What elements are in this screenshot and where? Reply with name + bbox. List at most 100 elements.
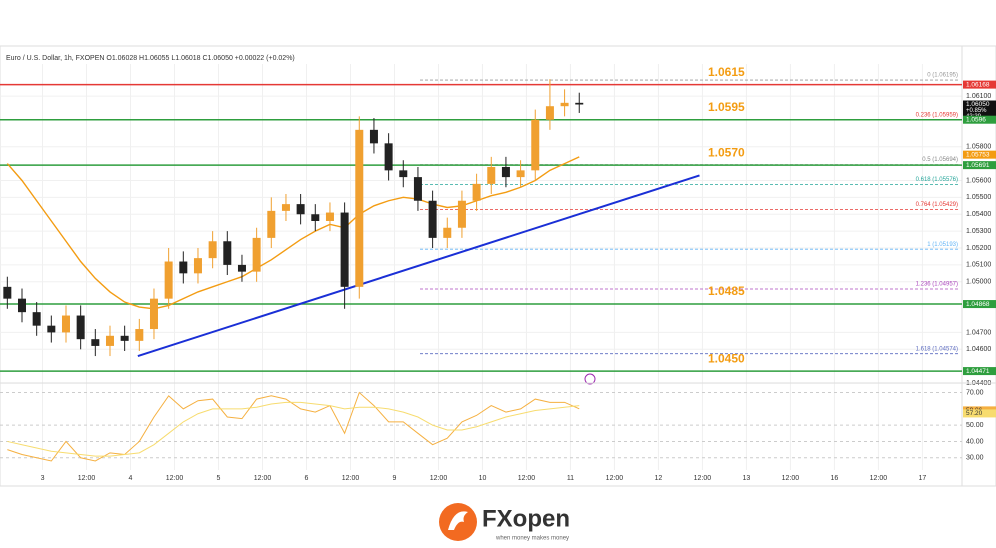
candle-body (252, 237, 261, 272)
candle-body (428, 200, 437, 238)
candle-body (17, 298, 26, 313)
candle-body (149, 298, 158, 330)
y-tick-label: 1.06100 (966, 93, 991, 100)
candle-body (179, 261, 188, 274)
candle-body (61, 315, 70, 333)
x-tick-label: 12:00 (342, 475, 360, 482)
x-tick-label: 16 (831, 475, 839, 482)
candle-body (296, 204, 305, 215)
price-badge-label: 1.06168 (966, 81, 990, 88)
candle-body (208, 241, 217, 259)
x-tick-label: 3 (41, 475, 45, 482)
x-tick-label: 6 (305, 475, 309, 482)
candle-body (281, 204, 290, 211)
price-badge-label: 1.0596 (966, 116, 986, 123)
candle-body (516, 170, 525, 178)
candle-body (76, 315, 85, 340)
candle-body (531, 119, 540, 171)
alert-icon (584, 373, 596, 385)
alert-circle (584, 373, 596, 385)
candle-body (237, 264, 246, 272)
x-tick-label: 12:00 (870, 475, 888, 482)
x-tick-label: 12:00 (78, 475, 96, 482)
price-badge-label: 1.05753 (966, 151, 990, 158)
candle-body (32, 312, 41, 326)
fib-label: 0.618 (1.05576) (916, 177, 958, 183)
price-badge-label: 1.06050 (966, 101, 990, 108)
candle-body (267, 210, 276, 238)
price-badge-label: 1.04868 (966, 301, 990, 308)
candle-body (369, 129, 378, 144)
y-tick-label: 1.05500 (966, 194, 991, 201)
price-badge (963, 115, 996, 124)
candle-body (472, 183, 481, 201)
price-badge (963, 161, 996, 170)
x-tick-label: 12:00 (166, 475, 184, 482)
y-tick-label: 1.05800 (966, 144, 991, 151)
rsi-line (7, 401, 580, 457)
rsi-tick-label: 50.00 (966, 422, 984, 429)
x-tick-label: 5 (217, 475, 221, 482)
x-tick-label: 9 (393, 475, 397, 482)
x-tick-label: 4 (129, 475, 133, 482)
candle-body (3, 286, 12, 299)
x-tick-label: 12:00 (254, 475, 272, 482)
rsi-line (7, 391, 580, 462)
x-tick-label: 17 (919, 475, 927, 482)
candle-body (399, 170, 408, 178)
x-tick-label: 13 (743, 475, 751, 482)
candle-body (135, 329, 144, 341)
candle-body (223, 241, 232, 265)
price-badge (963, 100, 996, 121)
fib-label: 0 (1.06195) (927, 73, 958, 79)
x-tick-label: 12:00 (606, 475, 624, 482)
fib-label: 0.236 (1.05959) (916, 112, 958, 118)
fib-label: 0.5 (1.05694) (922, 157, 958, 163)
y-tick-label: 1.05100 (966, 262, 991, 269)
logo-tagline: when money makes money (495, 536, 569, 542)
rsi-badge (963, 409, 996, 418)
logo-name: FXopen (482, 505, 570, 532)
fib-label: 1 (1.05193) (927, 242, 958, 248)
price-badge (963, 367, 996, 376)
candle-body (560, 102, 569, 107)
x-tick-label: 11 (567, 475, 574, 482)
candle-body (457, 200, 466, 228)
y-tick-label: 1.05400 (966, 211, 991, 218)
x-tick-label: 12 (655, 475, 663, 482)
candle-body (164, 261, 173, 299)
candle-body (384, 143, 393, 171)
trendline (137, 174, 700, 358)
chart-title: Euro / U.S. Dollar, 1h, FXOPEN O1.06028 … (6, 55, 295, 62)
candle-body (355, 129, 364, 287)
y-tick-label: 1.05000 (966, 279, 991, 286)
price-badge (963, 150, 996, 159)
level-label: 1.0450 (708, 351, 745, 365)
y-tick-label: 1.05600 (966, 177, 991, 184)
logo-icon (448, 511, 468, 530)
candle-body (501, 166, 510, 178)
candle-body (91, 339, 100, 346)
y-tick-label: 1.04700 (966, 329, 991, 336)
fib-label: 1.236 (1.04957) (916, 282, 958, 288)
price-badge (963, 300, 996, 309)
candle-body (325, 212, 334, 221)
candle-body (545, 106, 554, 120)
rsi-tick-label: 40.00 (966, 438, 984, 445)
y-tick-label: 1.05300 (966, 228, 991, 235)
x-tick-label: 10 (479, 475, 487, 482)
rsi-tick-label: 30.00 (966, 455, 984, 462)
rsi-badge-label: 57.20 (966, 410, 983, 417)
level-label: 1.0485 (708, 284, 745, 298)
candle-body (443, 227, 452, 238)
candle-body (105, 335, 114, 346)
candle-body (120, 335, 129, 341)
price-badge-label: 1.04471 (966, 368, 990, 375)
price-change: +0.85% (966, 108, 987, 114)
candle-body (487, 166, 496, 184)
candle-body (311, 214, 320, 221)
candle-body (413, 177, 422, 201)
y-tick-label: 1.05200 (966, 245, 991, 252)
level-label: 1.0570 (708, 145, 745, 159)
level-label: 1.0595 (708, 100, 745, 114)
